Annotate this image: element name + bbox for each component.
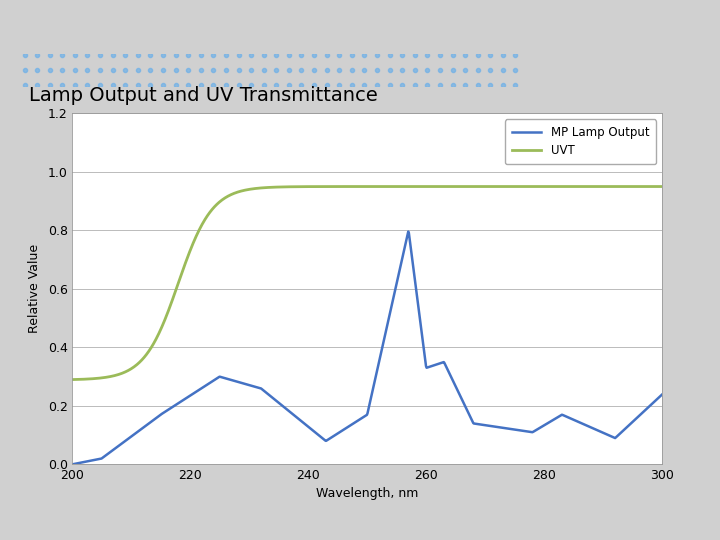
UVT [658,183,667,190]
UVT [539,183,547,190]
MP Lamp Output [404,228,413,235]
Line: MP Lamp Output: MP Lamp Output [72,232,662,464]
UVT [473,183,482,190]
Text: Lamp Output and UV Transmittance: Lamp Output and UV Transmittance [29,86,377,105]
Line: UVT: UVT [72,186,662,380]
UVT [328,183,336,190]
MP Lamp Output [128,433,137,439]
Legend: MP Lamp Output, UVT: MP Lamp Output, UVT [505,119,657,164]
UVT [307,184,315,190]
MP Lamp Output [658,391,667,397]
MP Lamp Output [474,421,482,427]
Y-axis label: Relative Value: Relative Value [28,244,41,334]
MP Lamp Output [528,429,537,435]
UVT [68,376,76,383]
MP Lamp Output [307,426,315,432]
UVT [128,365,137,372]
UVT [528,183,536,190]
MP Lamp Output [539,422,548,429]
MP Lamp Output [68,461,76,468]
X-axis label: Wavelength, nm: Wavelength, nm [316,487,418,500]
MP Lamp Output [328,434,336,440]
